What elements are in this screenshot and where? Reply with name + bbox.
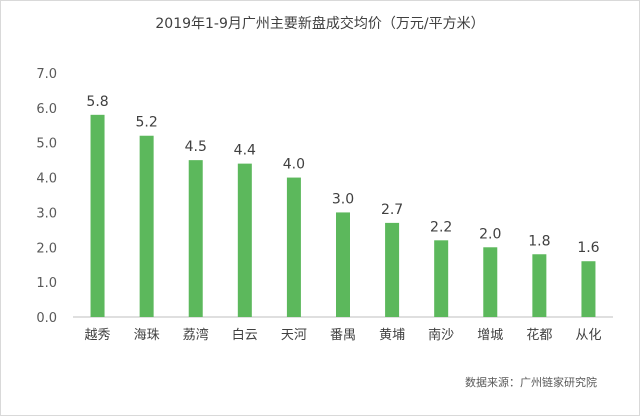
- bar: [286, 177, 301, 317]
- category-label: 越秀: [85, 328, 111, 343]
- bar-value-label: 3.0: [332, 191, 354, 207]
- y-tick-label: 3.0: [36, 206, 57, 221]
- bar-value-label: 4.4: [234, 143, 256, 159]
- category-label: 番禺: [330, 328, 356, 343]
- bar-value-label: 2.0: [479, 226, 501, 242]
- bar: [336, 212, 350, 317]
- y-tick-label: 4.0: [36, 172, 57, 187]
- bar-value-label: 4.5: [185, 139, 207, 155]
- bar-value-label: 4.0: [283, 157, 305, 173]
- category-label: 黄埔: [379, 328, 405, 343]
- bar: [483, 247, 498, 317]
- category-label: 增城: [477, 328, 503, 343]
- category-label: 海珠: [134, 328, 160, 343]
- bar-value-label: 2.2: [430, 219, 452, 235]
- bar: [188, 160, 203, 317]
- category-label: 天河: [281, 328, 307, 343]
- bar: [434, 240, 449, 317]
- data-source-note: 数据来源：广州链家研究院: [465, 376, 597, 389]
- bar: [385, 222, 400, 317]
- category-label: 南沙: [428, 327, 454, 343]
- bar: [581, 261, 596, 317]
- category-label: 花都: [526, 327, 552, 343]
- bar: [532, 254, 547, 317]
- bar-value-label: 1.8: [528, 233, 550, 249]
- y-tick-label: 0.0: [36, 311, 57, 326]
- bar: [139, 135, 154, 317]
- y-tick-label: 5.0: [36, 137, 57, 152]
- category-label: 荔湾: [183, 327, 209, 343]
- category-label: 白云: [232, 327, 258, 343]
- bar: [237, 163, 252, 317]
- y-tick-label: 2.0: [36, 241, 57, 256]
- bar-value-label: 5.8: [86, 94, 108, 110]
- bar-value-label: 5.2: [136, 115, 158, 131]
- category-label: 从化: [575, 328, 601, 343]
- bar-value-label: 1.6: [577, 240, 599, 256]
- y-tick-label: 6.0: [36, 102, 57, 117]
- chart-title: 2019年1-9月广州主要新盘成交均价（万元/平方米）: [155, 16, 485, 32]
- y-tick-label: 1.0: [36, 276, 57, 291]
- bar: [90, 114, 105, 317]
- y-tick-label: 7.0: [36, 67, 57, 82]
- bar-value-label: 2.7: [381, 202, 403, 218]
